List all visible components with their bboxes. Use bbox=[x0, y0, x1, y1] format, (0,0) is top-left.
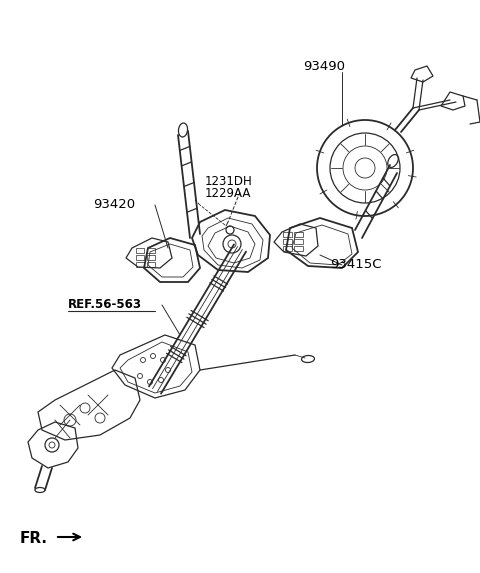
Text: REF.56-563: REF.56-563 bbox=[68, 298, 142, 311]
Bar bbox=[294, 246, 303, 251]
Text: 93420: 93420 bbox=[93, 198, 135, 211]
Bar bbox=[283, 232, 292, 237]
Text: 1231DH: 1231DH bbox=[205, 175, 253, 188]
Bar bbox=[136, 255, 144, 260]
Text: 1229AA: 1229AA bbox=[205, 187, 252, 200]
Bar bbox=[136, 262, 144, 267]
Bar bbox=[147, 262, 155, 267]
Text: 93490: 93490 bbox=[303, 60, 345, 73]
Bar bbox=[283, 239, 292, 244]
Text: 93415C: 93415C bbox=[330, 258, 382, 271]
Bar bbox=[294, 239, 303, 244]
Bar bbox=[147, 255, 155, 260]
Bar bbox=[294, 232, 303, 237]
Text: FR.: FR. bbox=[20, 531, 48, 546]
Bar bbox=[147, 248, 155, 253]
Bar bbox=[136, 248, 144, 253]
Bar bbox=[283, 246, 292, 251]
